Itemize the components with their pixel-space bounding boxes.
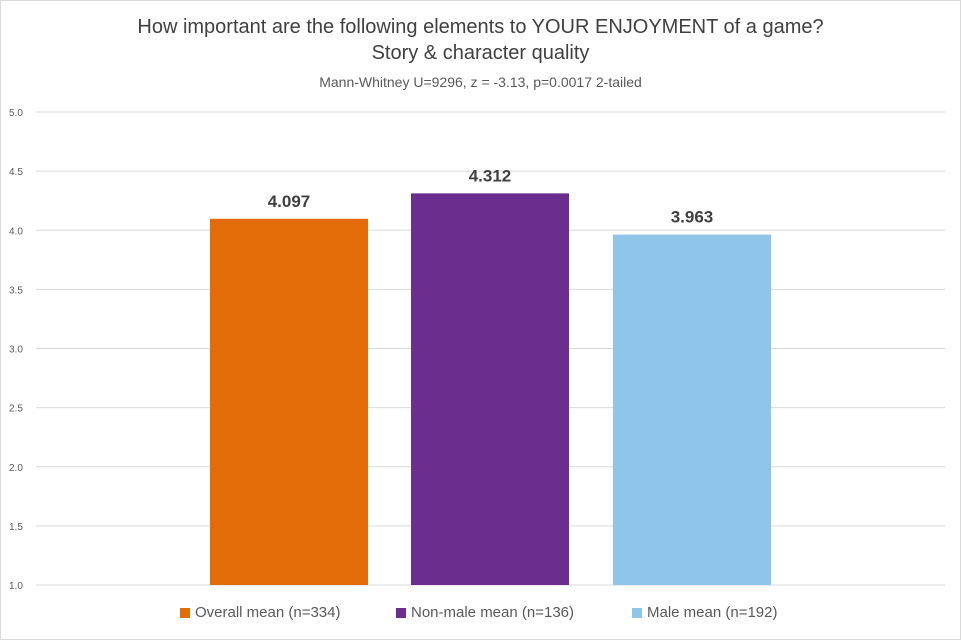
legend-item-non-male: Non-male mean (n=136) — [396, 604, 574, 621]
legend-label-non-male: Non-male mean (n=136) — [411, 604, 575, 621]
y-tick-label: 4.0 — [9, 226, 23, 237]
legend-swatch-overall — [180, 607, 190, 618]
chart-subtitle: Mann-Whitney U=9296, z = -3.13, p=0.0017… — [319, 74, 642, 90]
legend-swatch-non-male — [396, 607, 406, 618]
data-label-0: 4.097 — [268, 192, 311, 211]
data-label-2: 3.963 — [671, 208, 714, 227]
legend-item-overall: Overall mean (n=334) — [180, 604, 341, 621]
bar-2 — [613, 234, 771, 585]
y-tick-label: 3.0 — [9, 345, 23, 356]
legend: Overall mean (n=334) Non-male mean (n=13… — [0, 604, 961, 626]
chart-title: How important are the following elements… — [0, 14, 961, 66]
legend-label-overall: Overall mean (n=334) — [195, 604, 341, 621]
legend-swatch-male — [632, 607, 642, 618]
bar-1 — [411, 193, 569, 585]
y-tick-label: 3.5 — [9, 285, 23, 296]
legend-label-male: Male mean (n=192) — [647, 604, 778, 621]
bar-0 — [210, 218, 368, 585]
data-label-1: 4.312 — [469, 166, 512, 185]
chart-title-line1: How important are the following elements… — [137, 16, 824, 38]
y-tick-label: 5.0 — [9, 108, 23, 119]
y-tick-label: 4.5 — [9, 167, 23, 178]
legend-item-male: Male mean (n=192) — [632, 604, 778, 621]
y-tick-label: 2.5 — [9, 404, 23, 415]
chart-title-line2: Story & character quality — [371, 42, 590, 64]
y-tick-label: 1.0 — [9, 581, 23, 592]
y-tick-label: 2.0 — [9, 463, 23, 474]
y-tick-label: 1.5 — [9, 522, 23, 533]
